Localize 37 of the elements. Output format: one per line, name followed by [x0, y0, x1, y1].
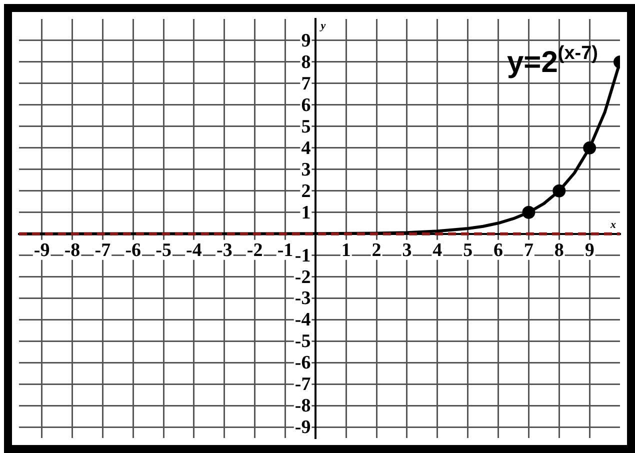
y-tick-label: -4	[294, 310, 312, 331]
x-tick-label: 5	[463, 240, 473, 261]
y-axis-title: y	[318, 20, 326, 32]
y-tick-label: -6	[294, 352, 311, 374]
y-tick-label: -7	[294, 374, 312, 396]
x-tick-label: 9	[584, 240, 594, 261]
x-tick-label: -3	[216, 240, 232, 261]
x-tick-label: -1	[277, 240, 294, 261]
y-tick-label: -5	[294, 331, 311, 352]
y-tick-label: 1	[301, 202, 311, 224]
x-tick-label: -9	[34, 240, 50, 261]
x-axis-title: x	[610, 218, 616, 231]
x-tick-label: 3	[402, 240, 412, 261]
x-tick-label: 4	[432, 240, 443, 261]
x-tick-label: 7	[524, 240, 534, 261]
y-tick-label: 8	[301, 52, 311, 73]
x-tick-label: 8	[554, 240, 564, 261]
x-tick-label: -5	[156, 240, 172, 261]
x-tick-label: 1	[341, 240, 351, 261]
y-tick-label: 7	[301, 73, 312, 94]
x-tick-label: -7	[94, 240, 112, 261]
x-tick-label: 6	[494, 240, 504, 261]
y-tick-label: 5	[301, 116, 311, 138]
y-tick-label: 2	[301, 180, 311, 202]
y-tick-label: 6	[301, 94, 311, 116]
x-tick-label: 2	[372, 240, 382, 261]
x-tick-label: -4	[186, 240, 202, 261]
y-tick-label: 3	[301, 159, 311, 180]
y-tick-label: -3	[294, 288, 311, 310]
y-tick-label: -2	[294, 266, 311, 288]
y-tick-label: 9	[301, 30, 311, 52]
x-tick-label: -8	[64, 240, 80, 261]
y-tick-label: 4	[301, 138, 312, 159]
y-tick-label: -8	[294, 396, 311, 417]
x-tick-label: -2	[246, 240, 263, 261]
y-tick-label: -9	[294, 417, 311, 438]
x-tick-label: -6	[125, 240, 142, 261]
